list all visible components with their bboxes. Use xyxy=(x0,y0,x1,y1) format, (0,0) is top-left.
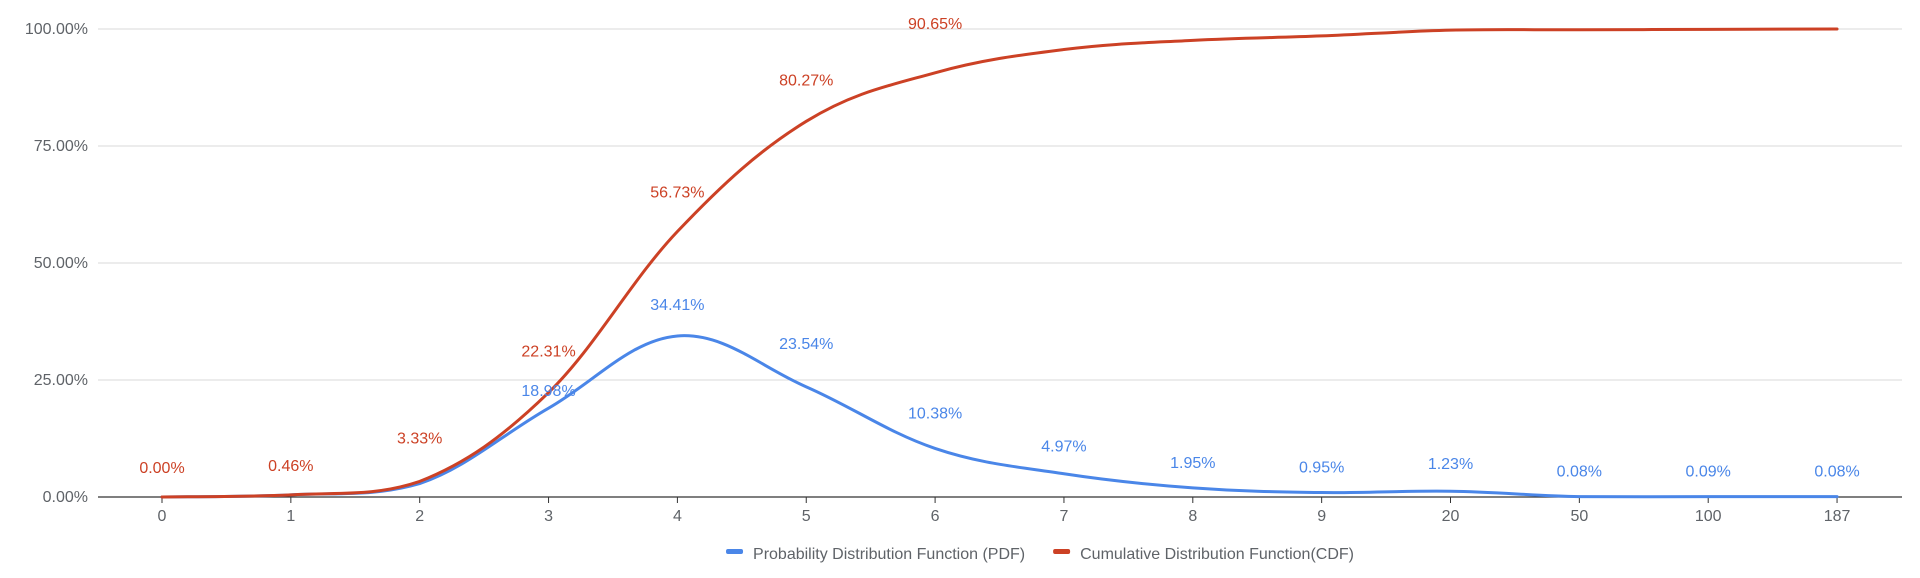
cdf-data-label: 56.73% xyxy=(650,185,704,202)
x-tick-label: 7 xyxy=(1059,508,1068,525)
y-tick-label: 0.00% xyxy=(43,489,88,506)
legend-label: Cumulative Distribution Function(CDF) xyxy=(1080,546,1354,563)
x-tick-label: 3 xyxy=(544,508,553,525)
x-tick-label: 0 xyxy=(158,508,167,525)
pdf-data-label: 4.97% xyxy=(1041,439,1086,456)
x-tick-label: 50 xyxy=(1570,508,1588,525)
y-tick-label: 25.00% xyxy=(34,372,88,389)
data-label-layer: 18.98% 34.41% 23.54% 10.38% 4.97% 1.95% 0.95% 1… xyxy=(139,16,1859,481)
x-tick-label: 20 xyxy=(1442,508,1460,525)
legend: Probability Distribution Function (PDF) C… xyxy=(726,546,1354,563)
pdf-data-label: 10.38% xyxy=(908,405,962,422)
legend-item-cdf[interactable]: Cumulative Distribution Function(CDF) xyxy=(1053,546,1354,563)
pdf-series-line xyxy=(160,334,1839,499)
pdf-data-label: 23.54% xyxy=(779,336,833,353)
cdf-data-label: 90.65% xyxy=(908,16,962,33)
cdf-data-label: 80.27% xyxy=(779,72,833,89)
x-tick-label: 4 xyxy=(673,508,682,525)
x-tick-label: 2 xyxy=(415,508,424,525)
grid-layer xyxy=(98,28,1902,381)
y-tick-label: 50.00% xyxy=(34,255,88,272)
cdf-data-label: 22.31% xyxy=(521,344,575,361)
cdf-data-label: 3.33% xyxy=(397,430,442,447)
x-tick-label: 5 xyxy=(802,508,811,525)
pdf-data-label: 0.95% xyxy=(1299,460,1344,477)
y-tick-label: 75.00% xyxy=(34,138,88,155)
x-tick-label: 6 xyxy=(931,508,940,525)
pdf-data-label: 1.95% xyxy=(1170,455,1215,472)
cdf-series-line xyxy=(160,27,1839,499)
axis-layer: 0.00% 25.00% 50.00% 75.00% 100.00% 0 1 2 3 4 5 6 7 8 9… xyxy=(25,21,1902,525)
legend-label: Probability Distribution Function (PDF) xyxy=(753,546,1025,563)
x-tick-label: 1 xyxy=(286,508,295,525)
pdf-data-label: 1.23% xyxy=(1428,456,1473,473)
cdf-data-label: 0.46% xyxy=(268,458,313,475)
x-tick-label: 100 xyxy=(1695,508,1722,525)
x-tick-label: 9 xyxy=(1317,508,1326,525)
legend-swatch xyxy=(726,549,744,554)
legend-item-pdf[interactable]: Probability Distribution Function (PDF) xyxy=(726,546,1025,563)
x-tick-label: 187 xyxy=(1824,508,1851,525)
pdf-data-label: 0.08% xyxy=(1814,464,1859,481)
x-tick-label: 8 xyxy=(1188,508,1197,525)
legend-swatch xyxy=(1053,549,1071,554)
cdf-data-label: 0.00% xyxy=(139,460,184,477)
y-tick-label: 100.00% xyxy=(25,21,88,38)
pdf-data-label: 0.09% xyxy=(1686,464,1731,481)
pdf-data-label: 34.41% xyxy=(650,297,704,314)
series-layer xyxy=(160,27,1839,499)
pdf-data-label: 18.98% xyxy=(521,383,575,400)
pdf-data-label: 0.08% xyxy=(1557,464,1602,481)
